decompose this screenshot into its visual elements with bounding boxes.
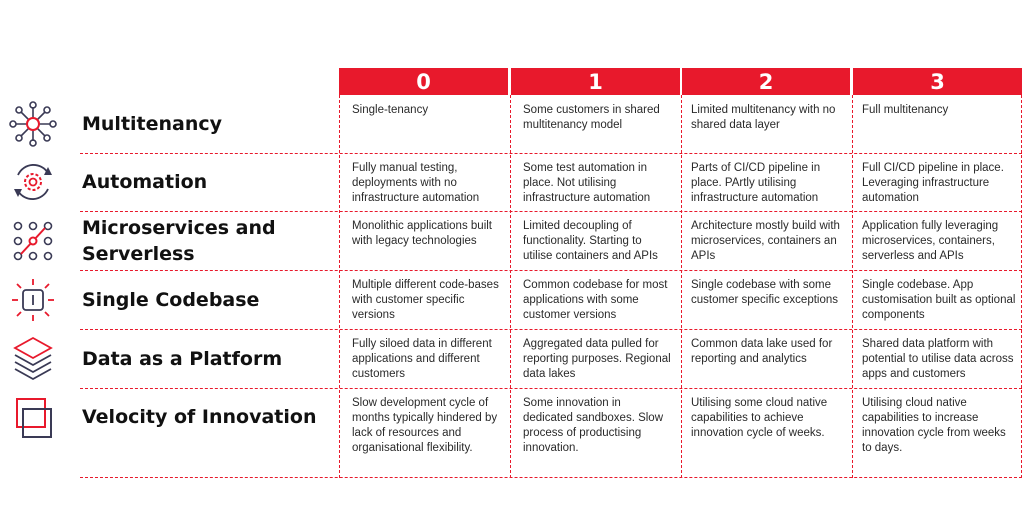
matrix-cell: Application fully leveraging microservic… (862, 219, 1017, 264)
matrix-row-velocity: Velocity of Innovation Slow development … (0, 388, 1024, 477)
matrix-cell: Some test automation in place. Not utili… (523, 161, 673, 206)
matrix-cell: Limited decoupling of functionality. Sta… (523, 219, 673, 264)
matrix-cell: Slow development cycle of months typical… (352, 396, 502, 456)
row-label: Velocity of Innovation (82, 404, 327, 430)
matrix-cell: Single-tenancy (352, 103, 502, 118)
matrix-row-single-codebase: Single Codebase Multiple different code-… (0, 270, 1024, 329)
network-hub-icon (8, 101, 58, 147)
matrix-row-automation: Automation Fully manual testing, deploym… (0, 153, 1024, 211)
matrix-cell: Architecture mostly build with microserv… (691, 219, 846, 264)
column-header-3: 3 (853, 68, 1022, 95)
matrix-cell: Single codebase with some customer speci… (691, 278, 846, 308)
column-header-1: 1 (511, 68, 680, 95)
column-header-0: 0 (339, 68, 508, 95)
matrix-cell: Shared data platform with potential to u… (862, 337, 1017, 382)
matrix-cell: Multiple different code-bases with custo… (352, 278, 502, 323)
layers-icon (8, 335, 58, 381)
matrix-cell: Utilising some cloud native capabilities… (691, 396, 846, 441)
row-label: Automation (82, 169, 327, 195)
matrix-row-microservices: Microservices and Serverless Monolithic … (0, 211, 1024, 270)
row-label: Data as a Platform (82, 346, 327, 372)
matrix-cell: Limited multitenancy with no shared data… (691, 103, 846, 133)
matrix-cell: Parts of CI/CD pipeline in place. PArtly… (691, 161, 846, 206)
node-grid-icon (8, 218, 58, 264)
matrix-row-data-platform: Data as a Platform Fully siloed data in … (0, 329, 1024, 388)
matrix-cell: Common data lake used for reporting and … (691, 337, 846, 367)
matrix-cell: Aggregated data pulled for reporting pur… (523, 337, 673, 382)
matrix-cell: Single codebase. App customisation built… (862, 278, 1017, 323)
matrix-cell: Full multitenancy (862, 103, 1017, 118)
grid-line (80, 477, 1022, 478)
row-label: Microservices and Serverless (82, 215, 327, 267)
matrix-row-multitenancy: Multitenancy Single-tenancy Some custome… (0, 95, 1024, 153)
matrix-cell: Some customers in shared multitenancy mo… (523, 103, 673, 133)
overlapping-squares-icon (8, 396, 58, 442)
matrix-cell: Fully manual testing, deployments with n… (352, 161, 502, 206)
chip-icon (8, 277, 58, 323)
matrix-cell: Full CI/CD pipeline in place. Leveraging… (862, 161, 1017, 206)
matrix-cell: Common codebase for most applications wi… (523, 278, 673, 323)
matrix-cell: Utilising cloud native capabilities to i… (862, 396, 1017, 456)
matrix-cell: Some innovation in dedicated sandboxes. … (523, 396, 673, 456)
column-header-2: 2 (682, 68, 850, 95)
matrix-cell: Fully siloed data in different applicati… (352, 337, 502, 382)
row-label: Multitenancy (82, 111, 327, 137)
row-label: Single Codebase (82, 287, 327, 313)
matrix-cell: Monolithic applications built with legac… (352, 219, 502, 249)
gear-cycle-icon (8, 159, 58, 205)
